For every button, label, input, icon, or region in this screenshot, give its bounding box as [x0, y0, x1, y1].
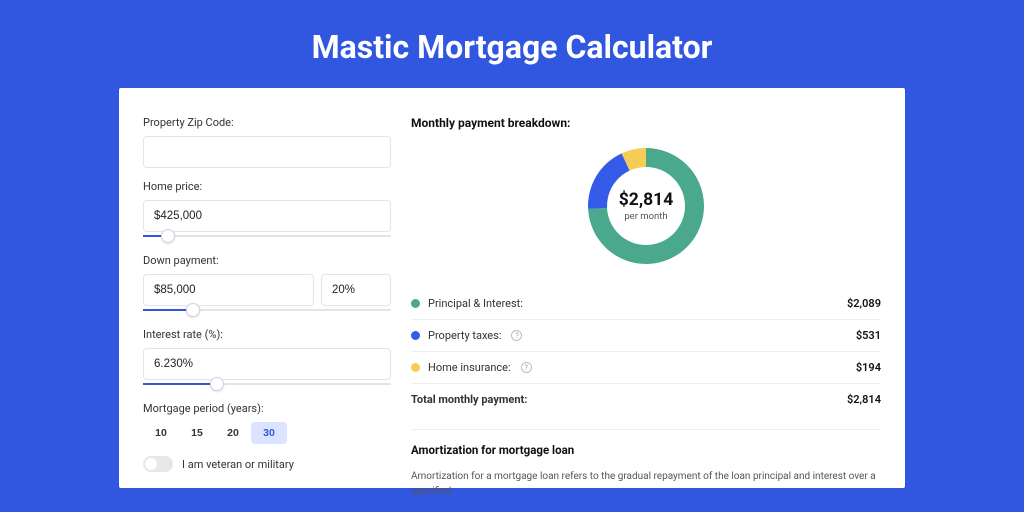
home-price-input[interactable]: [143, 200, 391, 232]
form-panel: Property Zip Code: Home price: Down paym…: [143, 116, 391, 488]
legend-dot: [411, 299, 420, 308]
legend-value: $194: [856, 361, 881, 374]
zip-field: Property Zip Code:: [143, 116, 391, 168]
donut-slice: [588, 153, 630, 209]
payment-donut-chart: $2,814 per month: [584, 144, 708, 268]
slider-thumb[interactable]: [186, 303, 200, 317]
down-payment-field: Down payment:: [143, 254, 391, 316]
period-button-30[interactable]: 30: [251, 422, 287, 444]
down-payment-input[interactable]: [143, 274, 314, 306]
interest-rate-label: Interest rate (%):: [143, 328, 391, 341]
period-buttons: 10152030: [143, 422, 391, 444]
period-button-10[interactable]: 10: [143, 422, 179, 444]
zip-input[interactable]: [143, 136, 391, 168]
legend-label: Home insurance:: [428, 361, 511, 374]
total-row: Total monthly payment: $2,814: [411, 384, 881, 415]
veteran-label: I am veteran or military: [182, 458, 294, 471]
period-button-15[interactable]: 15: [179, 422, 215, 444]
period-button-20[interactable]: 20: [215, 422, 251, 444]
legend-dot: [411, 331, 420, 340]
veteran-row: I am veteran or military: [143, 456, 391, 472]
interest-rate-slider[interactable]: [143, 378, 391, 390]
home-price-label: Home price:: [143, 180, 391, 193]
legend-label: Principal & Interest:: [428, 297, 523, 310]
interest-rate-input[interactable]: [143, 348, 391, 380]
period-field: Mortgage period (years): 10152030: [143, 402, 391, 444]
total-value: $2,814: [847, 393, 881, 406]
help-icon[interactable]: ?: [511, 330, 522, 341]
down-payment-label: Down payment:: [143, 254, 391, 267]
legend-row: Property taxes:? $531: [411, 320, 881, 352]
breakdown-panel: Monthly payment breakdown: $2,814 per mo…: [411, 116, 881, 488]
calculator-card: Property Zip Code: Home price: Down paym…: [119, 88, 905, 488]
total-label: Total monthly payment:: [411, 393, 527, 406]
legend-row: Home insurance:? $194: [411, 352, 881, 384]
amortization-section: Amortization for mortgage loan Amortizat…: [411, 429, 881, 499]
veteran-toggle[interactable]: [143, 456, 173, 472]
legend-value: $2,089: [847, 297, 881, 310]
home-price-slider[interactable]: [143, 230, 391, 242]
down-payment-slider[interactable]: [143, 304, 391, 316]
slider-thumb[interactable]: [210, 377, 224, 391]
legend-dot: [411, 363, 420, 372]
slider-thumb[interactable]: [161, 229, 175, 243]
donut-wrap: $2,814 per month: [411, 144, 881, 268]
amortization-title: Amortization for mortgage loan: [411, 443, 881, 457]
legend-label: Property taxes:: [428, 329, 501, 342]
interest-rate-field: Interest rate (%):: [143, 328, 391, 390]
help-icon[interactable]: ?: [521, 362, 532, 373]
zip-label: Property Zip Code:: [143, 116, 391, 129]
legend-value: $531: [856, 329, 881, 342]
breakdown-title: Monthly payment breakdown:: [411, 116, 881, 130]
legend: Principal & Interest: $2,089 Property taxe…: [411, 288, 881, 384]
home-price-field: Home price:: [143, 180, 391, 242]
amortization-text: Amortization for a mortgage loan refers …: [411, 469, 881, 499]
period-label: Mortgage period (years):: [143, 402, 391, 415]
legend-row: Principal & Interest: $2,089: [411, 288, 881, 320]
down-payment-pct-input[interactable]: [321, 274, 391, 306]
page-title: Mastic Mortgage Calculator: [312, 28, 713, 66]
